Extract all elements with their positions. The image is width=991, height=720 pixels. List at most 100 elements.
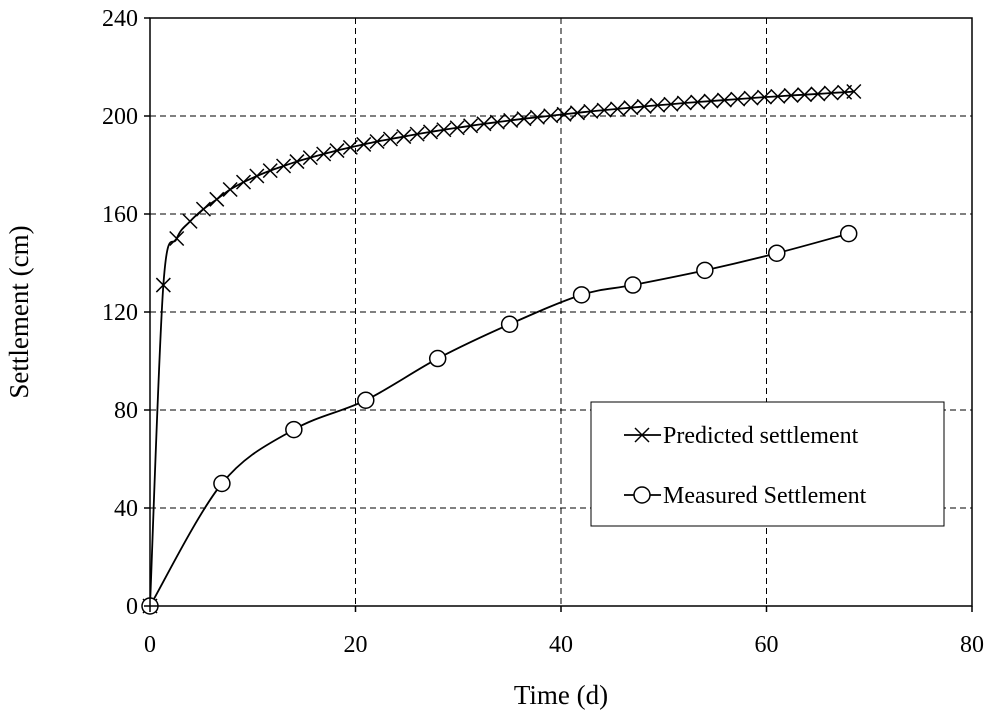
data-point-stroke [609, 101, 626, 117]
data-point [796, 87, 813, 103]
y-tick-label: 240 [102, 6, 138, 32]
data-point-stroke [209, 191, 225, 207]
data-point [503, 112, 519, 128]
data-point [703, 93, 719, 109]
data-point [463, 118, 479, 134]
legend-box [590, 401, 945, 527]
ticks: 0 20 40 60 80 0 40 80 120 160 200 240 [102, 6, 984, 658]
data-point [316, 146, 332, 162]
series-line [149, 232, 849, 607]
data-point [235, 174, 252, 190]
data-point-stroke [716, 92, 732, 108]
data-point [449, 120, 465, 136]
series-layer [141, 83, 862, 615]
data-point-stroke [476, 116, 492, 132]
data-point [222, 181, 238, 198]
data-point [195, 201, 211, 217]
data-point-stroke [823, 85, 839, 101]
data-point-stroke [810, 86, 826, 102]
data-point [572, 286, 591, 304]
data-point-stroke [249, 168, 265, 184]
data-point-stroke [516, 111, 532, 127]
data-point [663, 96, 679, 112]
data-point-stroke [583, 103, 599, 119]
data-point-stroke [356, 136, 372, 152]
data-point [569, 105, 585, 121]
data-point-stroke [436, 122, 452, 138]
data-point [489, 114, 505, 130]
data-point-stroke [743, 90, 759, 106]
x-tick-label: 20 [344, 632, 368, 658]
data-point-stroke [409, 126, 425, 142]
data-point [436, 122, 452, 138]
y-axis-label: Settlement (cm) [4, 225, 34, 398]
data-point [285, 420, 303, 439]
data-point-stroke [756, 89, 772, 105]
data-point [262, 163, 278, 179]
data-point [249, 168, 265, 184]
data-point [596, 102, 612, 118]
data-point [476, 116, 492, 132]
data-point [396, 129, 412, 145]
data-point [329, 143, 345, 159]
data-point [369, 133, 385, 150]
data-point [428, 349, 447, 368]
data-point [730, 91, 746, 107]
data-point [276, 158, 292, 174]
data-point [770, 88, 786, 104]
data-point [213, 474, 231, 493]
data-point [650, 97, 666, 113]
data-point-stroke [169, 230, 185, 247]
data-point [690, 94, 706, 110]
data-point-stroke [650, 97, 666, 113]
data-point [516, 111, 532, 127]
y-tick-label: 120 [102, 300, 138, 326]
data-point [356, 136, 372, 152]
data-point-stroke [770, 88, 786, 104]
legend-entry-predicted [624, 427, 661, 443]
data-point [422, 124, 439, 140]
data-point-stroke [422, 124, 439, 140]
data-point-stroke [302, 150, 318, 166]
data-point-stroke [182, 213, 198, 229]
data-point [529, 109, 545, 125]
data-point-stroke [222, 181, 238, 198]
data-point [556, 106, 572, 122]
data-point [182, 213, 198, 229]
data-point-stroke [543, 108, 559, 124]
data-point [302, 150, 318, 166]
data-point [289, 154, 305, 170]
data-point [810, 86, 826, 102]
data-point [783, 87, 799, 103]
data-point [623, 100, 639, 116]
data-point-stroke [730, 91, 746, 107]
data-point [716, 92, 732, 108]
data-point-stroke [329, 143, 345, 159]
data-point-stroke [623, 100, 639, 116]
data-point [583, 103, 599, 119]
x-tick-label: 0 [144, 632, 156, 658]
data-point [636, 98, 652, 114]
y-tick-label: 0 [126, 594, 138, 620]
data-point [342, 139, 358, 155]
data-point [768, 244, 786, 262]
legend-entry-measured [624, 486, 661, 504]
legend-marker [634, 427, 650, 443]
data-point-stroke [369, 133, 385, 150]
data-point-stroke [503, 112, 519, 128]
data-point [543, 108, 559, 124]
data-point-stroke [276, 158, 292, 174]
data-point-stroke [342, 139, 358, 155]
data-point [846, 83, 862, 100]
data-point-stroke [235, 174, 252, 190]
data-point [743, 90, 759, 106]
data-point-stroke [262, 163, 278, 179]
legend-label-measured: Measured Settlement [663, 483, 867, 509]
data-point [209, 191, 225, 207]
data-point-stroke [596, 102, 612, 118]
data-point [357, 391, 375, 409]
legend-marker [633, 486, 651, 504]
x-axis-label: Time (d) [514, 680, 608, 710]
data-point-stroke [676, 95, 692, 111]
data-point [382, 131, 398, 147]
